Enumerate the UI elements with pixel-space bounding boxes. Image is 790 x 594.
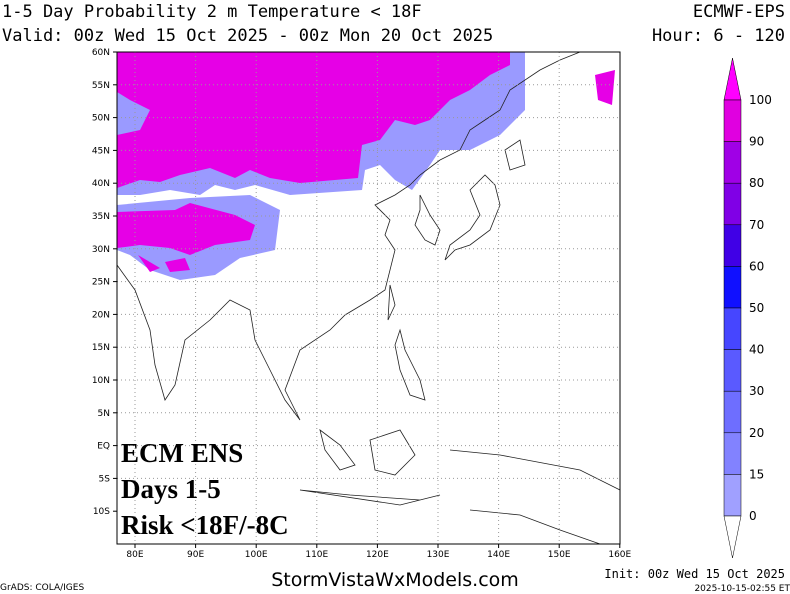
- colorbar-label: 80: [749, 176, 764, 190]
- lat-label: 45N: [92, 146, 110, 156]
- colorbar-top-arrow: [723, 57, 742, 101]
- lon-label: 130E: [427, 550, 450, 560]
- lat-label: 5N: [98, 409, 110, 419]
- overlay-line: Risk <18F/-8C: [121, 510, 289, 540]
- map: [116, 51, 621, 545]
- credit: GrADS: COLA/IGES: [0, 583, 84, 593]
- lat-label: EQ: [97, 442, 110, 452]
- lat-label: 35N: [92, 212, 110, 222]
- map-frame: [116, 51, 621, 545]
- colorbar-label: 70: [749, 218, 764, 232]
- overlay-line: ECM ENS: [121, 438, 243, 468]
- overlay-text: ECM ENS Days 1-5 Risk <18F/-8C: [121, 438, 289, 540]
- lat-label: 30N: [92, 245, 110, 255]
- coastline: [116, 51, 621, 545]
- overlay-line: Days 1-5: [121, 474, 221, 504]
- colorbar-label: 20: [749, 426, 764, 440]
- timestamp: 2025-10-15-02:55 ET: [694, 584, 790, 594]
- colorbar-segment: [723, 141, 742, 184]
- colorbar-label: 40: [749, 343, 764, 357]
- colorbar-segment: [723, 182, 742, 226]
- colorbar-segment: [723, 307, 742, 350]
- lon-label: 110E: [305, 550, 328, 560]
- colorbar-segment: [723, 474, 742, 517]
- lon-label: 140E: [487, 550, 510, 560]
- lat-label: 10S: [93, 507, 110, 517]
- map-grid: 60N 55N 50N 45N 40N 35N 30N 25N 20N 15N 10N 5N EQ 5S 1…: [92, 48, 632, 560]
- lat-label: 60N: [92, 48, 110, 58]
- lat-label: 20N: [92, 310, 110, 320]
- model-name: ECMWF-EPS: [693, 2, 785, 22]
- lon-label: 120E: [366, 550, 389, 560]
- init-time: Init: 00z Wed 15 Oct 2025: [604, 567, 785, 581]
- lat-label: 10N: [92, 376, 110, 386]
- colorbar-segment: [723, 349, 742, 392]
- colorbar-label: 50: [749, 301, 764, 315]
- lat-label: 5S: [99, 474, 111, 484]
- lon-label: 90E: [187, 550, 204, 560]
- colorbar-segment: [723, 432, 742, 475]
- colorbar-segment: [723, 390, 742, 434]
- lat-label: 40N: [92, 179, 110, 189]
- colorbar-label: 60: [749, 259, 764, 273]
- colorbar-segment: [723, 224, 742, 267]
- colorbar-label: 100: [749, 93, 772, 107]
- colorbar-segment: [723, 266, 742, 309]
- forecast-hours: Hour: 6 - 120: [652, 26, 785, 46]
- colorbar-bottom-arrow: [723, 515, 742, 559]
- lon-label: 80E: [126, 550, 143, 560]
- lat-label: 50N: [92, 114, 110, 124]
- lon-label: 160E: [608, 550, 631, 560]
- probability-high: [117, 52, 615, 272]
- lat-label: 25N: [92, 278, 110, 288]
- lat-label: 55N: [92, 81, 110, 91]
- colorbar-label: 30: [749, 384, 764, 398]
- lat-label: 15N: [92, 343, 110, 353]
- colorbar-label: 90: [749, 135, 764, 149]
- colorbar: 100 90 80 70 60 50 40 30 20 15 0: [723, 57, 772, 559]
- lon-label: 100E: [245, 550, 268, 560]
- site-name: StormVistaWxModels.com: [271, 569, 519, 591]
- valid-time: Valid: 00z Wed 15 Oct 2025 - 00z Mon 20 …: [2, 26, 493, 46]
- colorbar-label: 0: [749, 509, 757, 523]
- colorbar-label: 15: [749, 467, 764, 481]
- title: 1-5 Day Probability 2 m Temperature < 18…: [2, 2, 422, 22]
- colorbar-segment: [723, 99, 742, 142]
- lon-label: 150E: [548, 550, 571, 560]
